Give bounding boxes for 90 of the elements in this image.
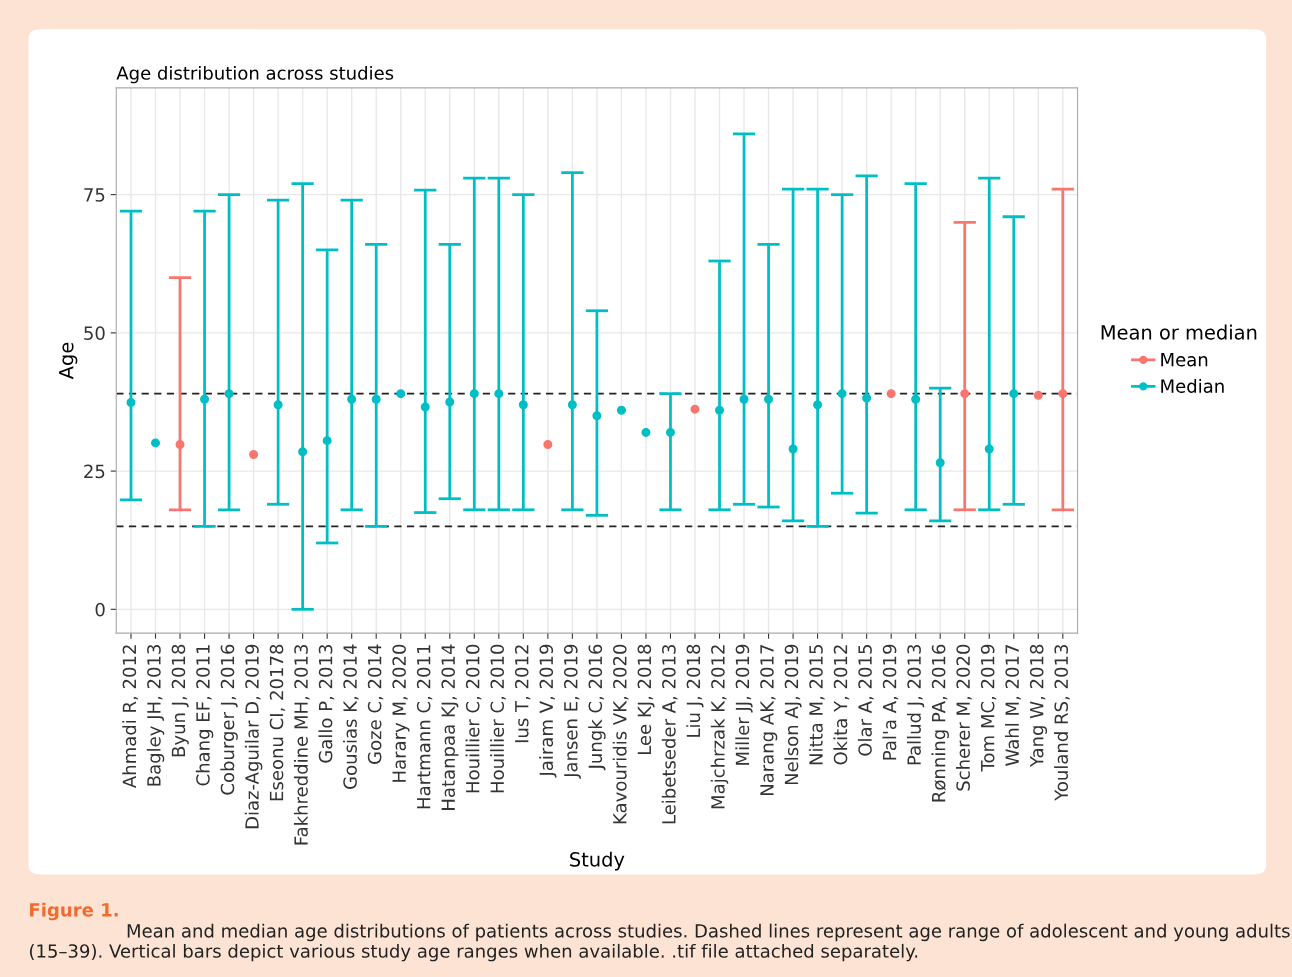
x-tick-label: Majchrzak K, 2012 [710,645,729,809]
x-tick-label: Lee KJ, 2018 [637,644,655,755]
point [837,389,847,399]
point [175,440,185,450]
x-tick-label: Gallo P, 2013 [318,644,335,763]
point [126,398,136,408]
point [273,400,283,410]
caption: Figure 1. [30,902,118,921]
x-tick-label: Kavouridis VK, 2020 [612,644,629,824]
point [347,394,357,404]
y-axis-title: Age [59,342,78,380]
x-tick-label: Jungk C, 2016 [588,644,606,771]
y-tick-label: 0 [95,602,105,617]
point [641,427,651,437]
x-tick-label: Pal'a A, 2019 [882,644,899,760]
point [739,394,749,404]
x-tick-label: Byun J, 2018 [171,644,189,757]
point [690,404,700,414]
point [543,440,553,450]
point [788,444,798,454]
point [764,394,774,404]
point [886,389,896,399]
x-tick-label: Olar A, 2015 [857,645,874,756]
point [984,444,994,454]
x-tick-label: Liu J, 2018 [686,644,704,737]
point [151,438,161,448]
point [592,411,602,421]
point [200,394,210,404]
x-tick-label: Okita Y, 2012 [833,645,850,765]
x-tick-label: Coburger J, 2016 [220,644,238,795]
point [396,389,406,399]
point [715,405,725,415]
legend-label: Median [1161,378,1224,393]
x-tick-label: Goze C, 2014 [367,644,384,764]
x-tick-label: Tom MC, 2019 [980,644,997,772]
x-tick-label: Rønning PA, 2016 [931,644,949,802]
x-tick-label: Houillier C, 2010 [465,644,482,793]
x-tick-label: Bagley JH, 2013 [146,644,165,786]
x-tick-label: Nitta M, 2015 [808,645,825,765]
x-tick-label: Wahl M, 2017 [1005,645,1021,766]
x-tick-label: Harary M, 2020 [392,644,410,782]
x-tick-label: Youland RS, 2013 [1054,644,1070,801]
x-tick-label: Eseonu CI, 20178 [269,644,286,801]
point [665,427,675,437]
x-tick-label: Pallud J, 2013 [906,644,925,765]
x-tick-label: Chang EF, 2011 [195,645,214,786]
point [862,393,872,403]
x-axis-title: Study [570,851,625,871]
y-tick-label: 25 [84,464,105,479]
x-tick-label: Scherer M, 2020 [955,644,972,791]
point [567,400,577,410]
point [371,394,381,404]
point [298,447,308,457]
point [616,405,626,415]
x-tick-label: Gousias K, 2014 [342,644,359,789]
point [445,397,455,407]
point [249,450,259,460]
point [1058,389,1068,399]
chart-title: Age distribution across studies [116,65,394,84]
x-tick-label: Narang AK, 2017 [760,645,778,796]
point [224,389,234,399]
x-tick-label: Jairam V, 2019 [539,644,557,778]
point [960,389,970,399]
x-tick-label: Hartmann C, 2011 [416,645,433,809]
x-tick-label: Ahmadi R, 2012 [122,645,139,789]
point [494,389,504,399]
x-tick-label: Ius T, 2012 [514,645,531,743]
point [1033,390,1043,400]
y-tick-label: 50 [84,326,105,340]
x-tick-label: Miller JJ, 2019 [735,644,753,765]
x-tick-label: Nelson AJ, 2019 [784,644,802,785]
x-tick-label: Fakhreddine MH, 2013 [293,644,310,845]
y-tick-label: 75 [84,188,105,202]
point [935,458,945,468]
point [813,400,823,410]
point [469,389,479,399]
x-tick-label: Yang W, 2018 [1029,644,1048,768]
text: Mean and median age distributions of patients across studies. Dashed lines represent age range of adolescent and young adults (15–39). Vertical bars depict various study age ranges when available. .tif file attached separately. [29,923,1290,962]
x-tick-label: Houillier C, 2010 [490,644,506,793]
x-tick-label: Jansen E, 2019 [563,644,581,779]
point [420,402,430,412]
x-tick-label: Diaz-Aguilar D, 2019 [244,644,263,829]
point [911,394,921,404]
point [1009,389,1019,399]
point [518,400,528,410]
x-tick-label: Leibetseder A, 2013 [661,644,678,824]
legend-title: Mean or median [1101,324,1257,340]
legend-label: Mean [1161,353,1208,367]
point [322,436,332,446]
x-tick-label: Hatanpaa KJ, 2014 [441,644,459,810]
